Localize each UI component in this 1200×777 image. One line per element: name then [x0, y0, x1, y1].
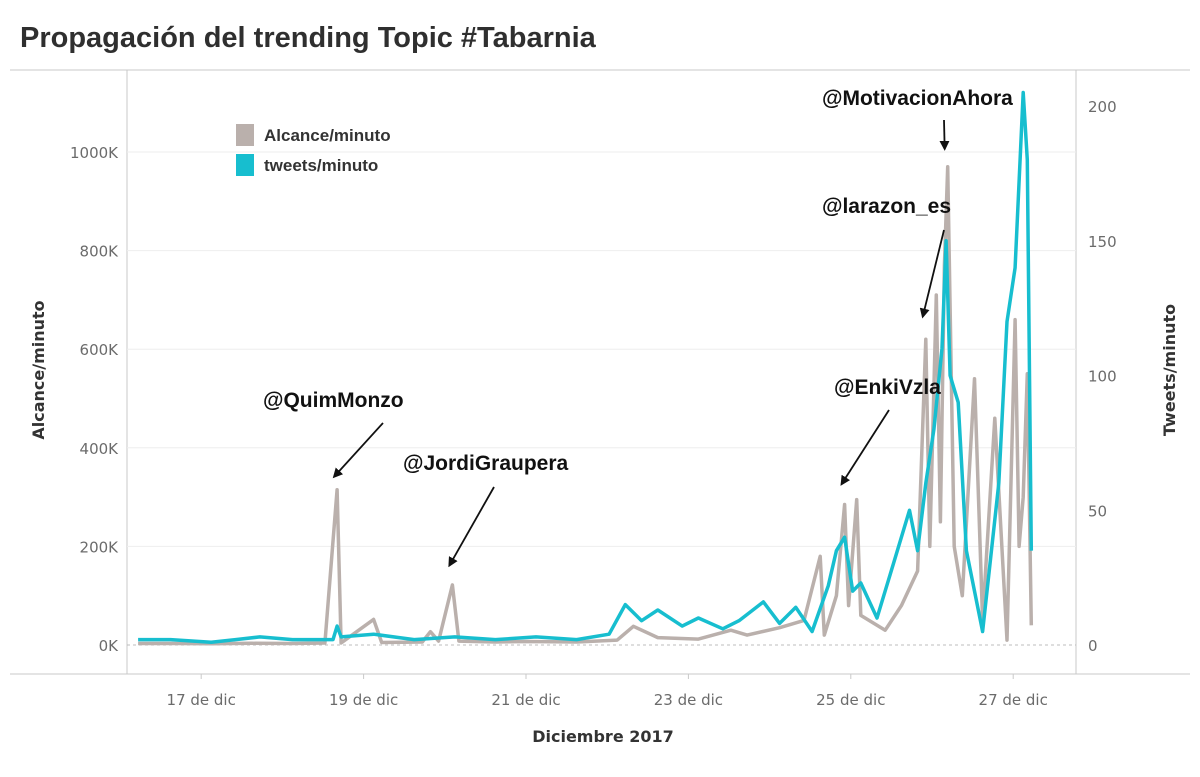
annotation-label: @larazon_es [822, 195, 951, 218]
y-right-tick-label: 150 [1088, 233, 1117, 251]
legend-label: tweets/minuto [264, 156, 378, 175]
chart-title: Propagación del trending Topic #Tabarnia [20, 22, 596, 54]
x-axis-title: Diciembre 2017 [532, 727, 674, 746]
annotation-arrow [939, 119, 950, 151]
y-right-tick-label: 0 [1088, 637, 1098, 655]
annotation-arrow [448, 486, 495, 568]
annotation-label: @EnkiVzla [834, 376, 941, 399]
y-right-axis-title: Tweets/minuto [1160, 304, 1179, 436]
y-left-tick-label: 1000K [70, 144, 119, 162]
y-left-tick-label: 600K [80, 341, 120, 359]
annotation-arrow [840, 409, 890, 486]
annotation-label: @JordiGraupera [403, 452, 569, 475]
series-line-tweets [138, 90, 1034, 645]
y-right-tick-label: 200 [1088, 98, 1117, 116]
y-left-tick-label: 800K [80, 243, 120, 261]
y-left-axis-title: Alcance/minuto [29, 300, 48, 439]
y-right-tick-label: 50 [1088, 502, 1107, 520]
legend-swatch [236, 124, 254, 146]
annotation-arrow [332, 422, 384, 479]
x-tick-label: 25 de dic [816, 691, 885, 709]
y-left-tick-label: 400K [80, 440, 120, 458]
y-left-tick-label: 0K [99, 637, 120, 655]
x-tick-label: 21 de dic [491, 691, 560, 709]
annotation-arrow [919, 229, 945, 319]
y-right-tick-label: 100 [1088, 368, 1117, 386]
x-tick-label: 23 de dic [654, 691, 723, 709]
x-tick-label: 27 de dic [979, 691, 1048, 709]
x-tick-label: 17 de dic [167, 691, 236, 709]
annotation-label: @QuimMonzo [263, 389, 404, 412]
legend-label: Alcance/minuto [264, 126, 391, 145]
annotation-label: @MotivacionAhora [822, 87, 1013, 110]
legend-swatch [236, 154, 254, 176]
y-left-tick-label: 200K [80, 538, 120, 556]
x-tick-label: 19 de dic [329, 691, 398, 709]
